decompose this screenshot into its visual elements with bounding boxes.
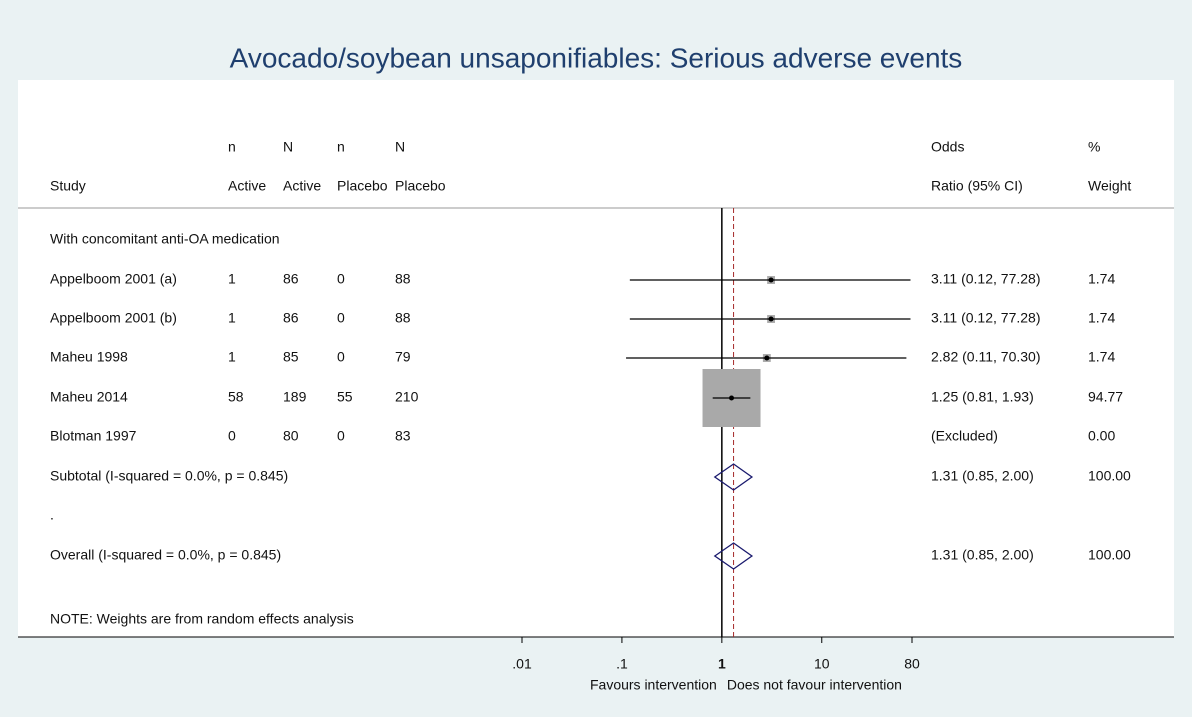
or-label: 3.11 (0.12, 77.28) xyxy=(931,271,1040,287)
count: 58 xyxy=(228,389,244,405)
weight-label: 0.00 xyxy=(1088,428,1115,444)
weight-label: 1.74 xyxy=(1088,271,1115,287)
x-tick-label: 80 xyxy=(904,656,920,672)
separator: . xyxy=(50,507,54,523)
column-header: % xyxy=(1088,139,1100,155)
count: 0 xyxy=(337,428,345,444)
column-header: Active xyxy=(283,178,321,194)
or-label: 3.11 (0.12, 77.28) xyxy=(931,310,1040,326)
or-label: 1.31 (0.85, 2.00) xyxy=(931,468,1034,484)
study-label: Blotman 1997 xyxy=(50,428,137,444)
count: 80 xyxy=(283,428,299,444)
count: 79 xyxy=(395,349,411,365)
column-header: Study xyxy=(50,178,86,194)
column-header: Active xyxy=(228,178,266,194)
count: 88 xyxy=(395,271,411,287)
point-estimate xyxy=(764,355,770,361)
weight-label: 1.74 xyxy=(1088,349,1115,365)
count: 189 xyxy=(283,389,307,405)
count: 88 xyxy=(395,310,411,326)
count: 0 xyxy=(228,428,236,444)
point-estimate xyxy=(768,316,774,322)
x-label-right: Does not favour intervention xyxy=(727,677,902,693)
study-label: Maheu 2014 xyxy=(50,389,128,405)
or-label: (Excluded) xyxy=(931,428,998,444)
count: 0 xyxy=(337,349,345,365)
count: 210 xyxy=(395,389,419,405)
or-label: 1.25 (0.81, 1.93) xyxy=(931,389,1034,405)
column-header: Ratio (95% CI) xyxy=(931,178,1023,194)
x-tick-label: .1 xyxy=(616,656,628,672)
note: NOTE: Weights are from random effects an… xyxy=(50,611,354,627)
or-label: 1.31 (0.85, 2.00) xyxy=(931,547,1034,563)
study-label: Appelboom 2001 (b) xyxy=(50,310,177,326)
count: 0 xyxy=(337,271,345,287)
weight-label: 100.00 xyxy=(1088,547,1131,563)
point-estimate xyxy=(768,277,774,283)
column-header: n xyxy=(337,139,345,155)
x-tick-label: .01 xyxy=(512,656,532,672)
count: 83 xyxy=(395,428,411,444)
x-label-left: Favours intervention xyxy=(590,677,717,693)
count: 85 xyxy=(283,349,299,365)
chart-title: Avocado/soybean unsaponifiables: Serious… xyxy=(230,42,963,73)
overall-label: Overall (I-squared = 0.0%, p = 0.845) xyxy=(50,547,281,563)
count: 1 xyxy=(228,349,236,365)
pooled-diamond xyxy=(713,542,754,570)
study-label: Maheu 1998 xyxy=(50,349,128,365)
count: 0 xyxy=(337,310,345,326)
pooled-diamond xyxy=(713,463,754,491)
column-header: N xyxy=(395,139,405,155)
column-header: Placebo xyxy=(395,178,446,194)
weight-label: 1.74 xyxy=(1088,310,1115,326)
column-header: Weight xyxy=(1088,178,1131,194)
point-estimate xyxy=(729,395,735,401)
column-header: Odds xyxy=(931,139,964,155)
x-tick-label: 1 xyxy=(718,656,726,672)
count: 86 xyxy=(283,271,299,287)
study-label: Appelboom 2001 (a) xyxy=(50,271,177,287)
count: 86 xyxy=(283,310,299,326)
weight-label: 100.00 xyxy=(1088,468,1131,484)
group-label: With concomitant anti-OA medication xyxy=(50,231,280,247)
column-header: n xyxy=(228,139,236,155)
column-header: N xyxy=(283,139,293,155)
plot-region xyxy=(18,80,1174,637)
x-tick-label: 10 xyxy=(814,656,830,672)
column-header: Placebo xyxy=(337,178,388,194)
count: 55 xyxy=(337,389,353,405)
count: 1 xyxy=(228,271,236,287)
count: 1 xyxy=(228,310,236,326)
or-label: 2.82 (0.11, 70.30) xyxy=(931,349,1040,365)
subtotal-label: Subtotal (I-squared = 0.0%, p = 0.845) xyxy=(50,468,288,484)
weight-label: 94.77 xyxy=(1088,389,1123,405)
